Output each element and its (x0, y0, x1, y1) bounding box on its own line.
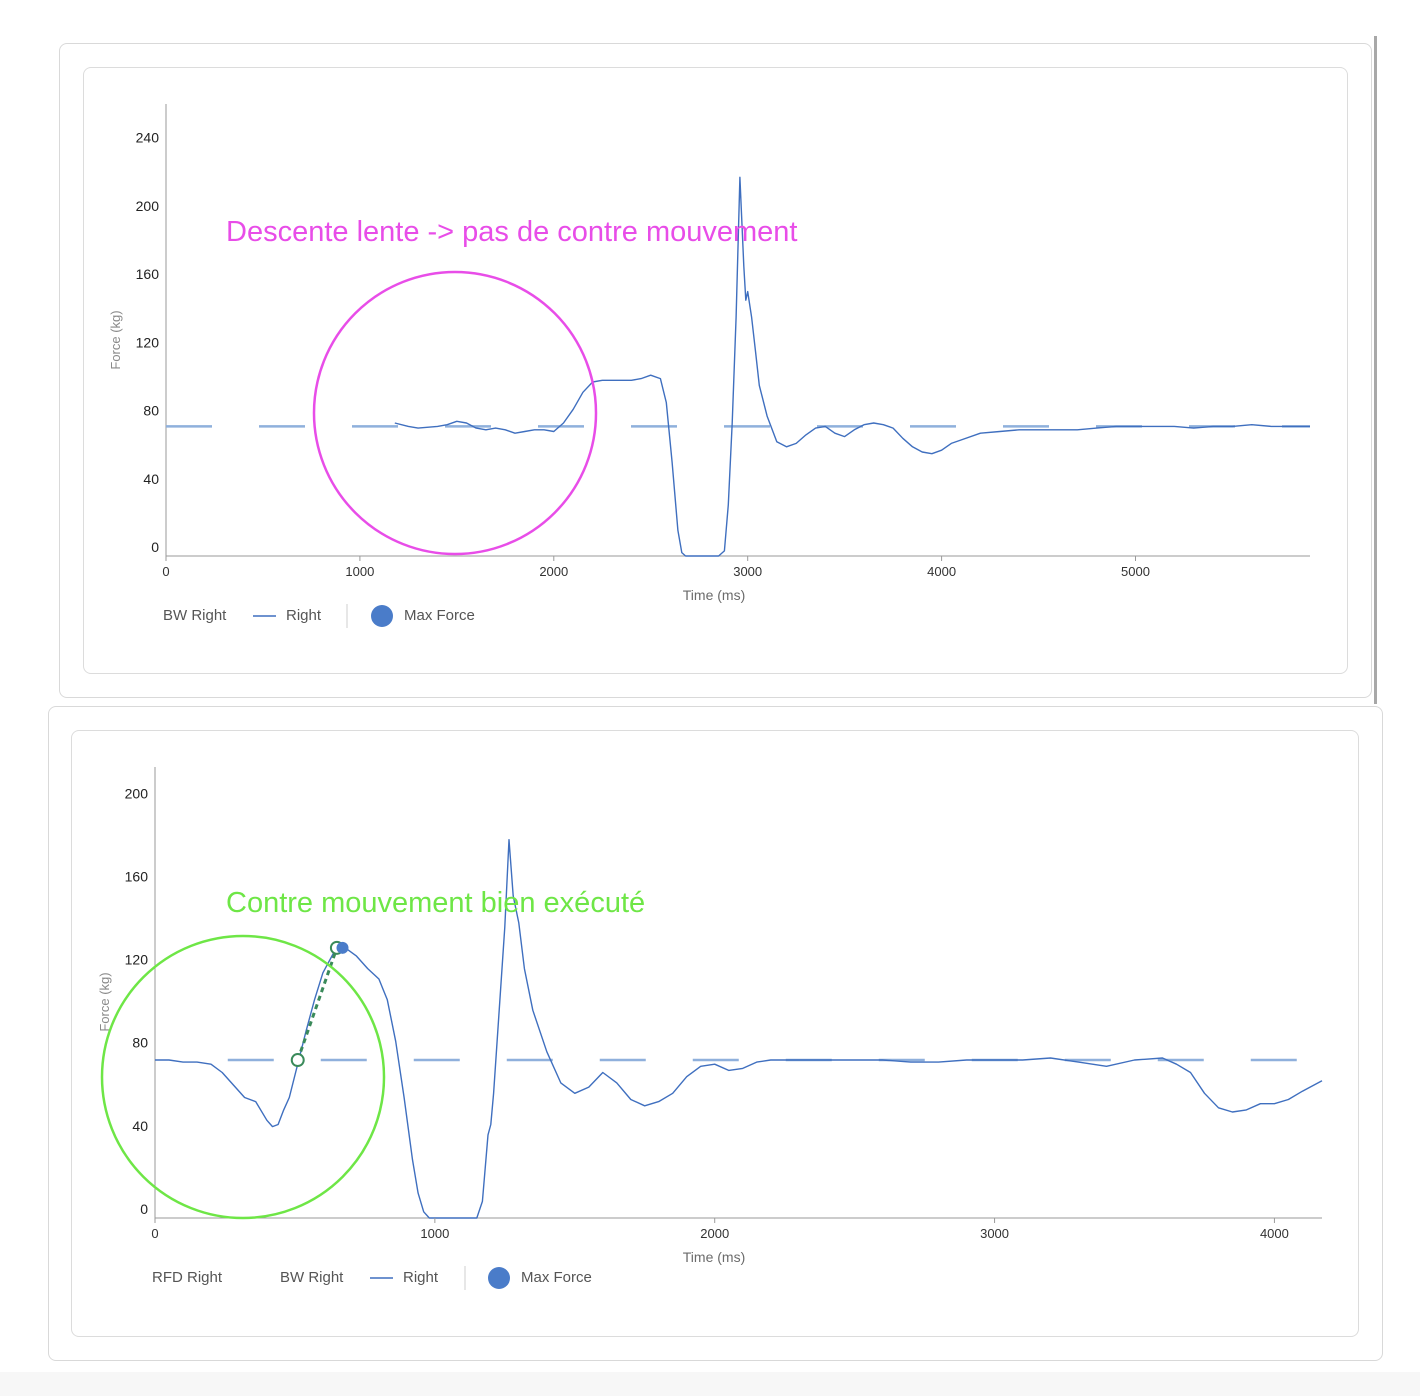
rfd-start-point (290, 1053, 305, 1068)
legend: RFD Right BW Right Right Max Force (152, 1266, 592, 1290)
y-tick-label: 80 (132, 1035, 148, 1051)
legend-right[interactable]: Right (286, 607, 322, 624)
max-force-point (336, 941, 349, 954)
legend-max-force-swatch (488, 1267, 510, 1289)
x-tick-label: 3000 (980, 1226, 1009, 1241)
force-time-chart-top: 0 1000 2000 3000 4000 5000 0 40 80 120 160 200 240 T… (108, 104, 1310, 628)
x-tick-label: 2000 (700, 1226, 729, 1241)
x-axis-label: Time (ms) (683, 587, 745, 603)
y-tick-label: 120 (136, 334, 160, 350)
right-series-line (394, 176, 1310, 557)
y-tick-label: 80 (143, 403, 159, 419)
x-tick-label: 5000 (1121, 564, 1150, 579)
y-tick-label: 0 (151, 539, 159, 555)
x-tick-label: 1000 (345, 564, 374, 579)
x-tick-label: 4000 (1260, 1226, 1289, 1241)
legend-rfd-right[interactable]: RFD Right (152, 1269, 223, 1286)
legend-max-force[interactable]: Max Force (521, 1269, 592, 1286)
y-tick-label: 120 (125, 952, 149, 968)
annotation-circle (312, 270, 598, 556)
chart-card-top (83, 67, 1348, 674)
y-axis-label: Force (kg) (97, 972, 112, 1031)
legend: BW Right Right Max Force (163, 604, 475, 628)
annotation-text: Contre mouvement bien exécuté (226, 887, 645, 919)
page-bottom-strip (0, 1372, 1420, 1396)
y-tick-label: 200 (125, 785, 149, 801)
y-tick-label: 40 (143, 471, 159, 487)
y-tick-label: 40 (132, 1118, 148, 1134)
y-axis-label: Force (kg) (108, 310, 123, 369)
y-tick-label: 160 (125, 868, 149, 884)
y-tick-label: 240 (136, 130, 160, 146)
x-tick-label: 4000 (927, 564, 956, 579)
x-tick-label: 1000 (420, 1226, 449, 1241)
annotation-circle (100, 934, 386, 1220)
annotation-text: Descente lente -> pas de contre mouvemen… (226, 216, 797, 248)
legend-right[interactable]: Right (403, 1269, 439, 1286)
y-tick-label: 200 (136, 198, 160, 214)
y-tick-label: 160 (136, 266, 160, 282)
legend-max-force-swatch (371, 605, 393, 627)
x-tick-label: 2000 (539, 564, 568, 579)
legend-max-force[interactable]: Max Force (404, 607, 475, 624)
x-tick-label: 3000 (733, 564, 762, 579)
legend-bw-right[interactable]: BW Right (280, 1269, 344, 1286)
legend-bw-right[interactable]: BW Right (163, 607, 227, 624)
y-tick-label: 0 (140, 1201, 148, 1217)
chart-card-bottom (71, 730, 1359, 1337)
x-axis-label: Time (ms) (683, 1249, 745, 1265)
scrollbar[interactable] (1374, 36, 1377, 704)
x-tick-label: 0 (162, 564, 169, 579)
x-tick-label: 0 (151, 1226, 158, 1241)
